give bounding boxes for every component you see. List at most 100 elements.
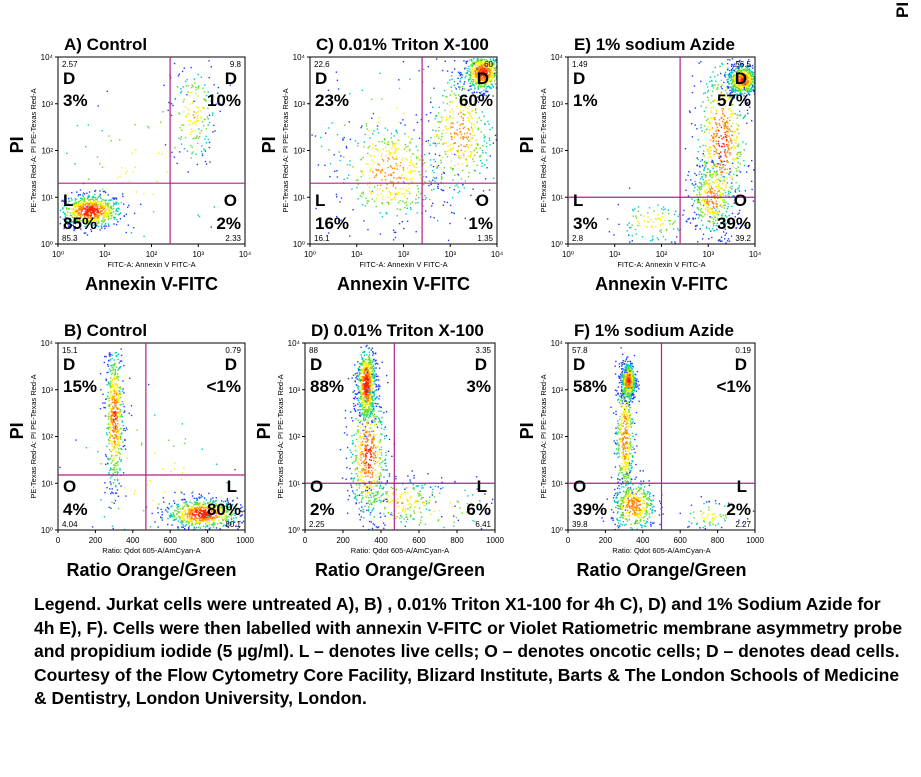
data-point	[467, 128, 469, 130]
data-point	[102, 204, 104, 207]
data-point	[705, 183, 708, 185]
data-point	[115, 492, 118, 495]
data-point	[704, 144, 707, 147]
data-point	[635, 233, 638, 235]
data-point	[205, 95, 208, 97]
data-point	[415, 166, 418, 169]
data-point	[732, 90, 734, 93]
data-point	[233, 506, 236, 508]
data-point	[78, 214, 80, 216]
data-point	[712, 176, 715, 178]
data-point	[613, 234, 615, 236]
data-point	[105, 204, 107, 206]
data-point	[671, 223, 674, 225]
data-point	[440, 116, 443, 118]
data-point	[381, 179, 383, 181]
data-point	[370, 192, 372, 194]
data-point	[743, 86, 746, 89]
data-point	[89, 223, 91, 225]
data-point	[199, 517, 202, 519]
data-point	[727, 238, 730, 240]
data-point	[739, 66, 741, 68]
data-point	[463, 156, 465, 159]
data-point	[118, 456, 121, 459]
data-point	[195, 88, 197, 91]
data-point	[750, 78, 753, 80]
data-point	[733, 75, 735, 78]
data-point	[721, 117, 723, 120]
data-point	[406, 167, 409, 169]
data-point	[96, 209, 99, 211]
data-point	[336, 79, 339, 82]
data-point	[410, 169, 412, 172]
data-point	[191, 522, 193, 525]
data-point	[360, 126, 362, 129]
data-point	[106, 215, 109, 218]
data-point	[410, 159, 412, 162]
data-point	[474, 61, 476, 63]
data-point	[177, 503, 180, 506]
data-point	[200, 508, 202, 510]
data-point	[192, 506, 194, 508]
data-point	[697, 208, 700, 211]
data-point	[476, 72, 479, 74]
data-point	[626, 224, 629, 226]
data-point	[646, 226, 648, 228]
data-point	[102, 214, 104, 217]
data-point	[215, 515, 218, 517]
x-axis-label: Annexin V-FITC	[85, 274, 218, 294]
data-point	[182, 524, 184, 526]
data-point	[377, 149, 379, 152]
data-point	[722, 201, 725, 203]
data-point	[458, 72, 461, 75]
data-point	[728, 220, 731, 222]
data-point	[113, 466, 115, 469]
data-point	[113, 440, 115, 443]
data-point	[438, 154, 441, 157]
data-point	[445, 142, 448, 144]
data-point	[370, 193, 373, 195]
data-point	[407, 136, 410, 138]
data-point	[472, 188, 474, 190]
data-point	[465, 149, 467, 152]
data-point	[706, 91, 709, 93]
data-point	[76, 222, 78, 224]
data-point	[80, 220, 82, 222]
data-point	[205, 517, 207, 520]
data-point	[709, 121, 711, 123]
data-point	[427, 120, 430, 122]
data-point	[720, 145, 723, 148]
data-point	[703, 190, 706, 192]
data-point	[732, 79, 734, 81]
data-point	[701, 176, 703, 179]
data-point	[476, 100, 478, 102]
data-point	[472, 73, 475, 75]
data-point	[701, 200, 703, 202]
data-point	[148, 127, 150, 129]
data-point	[643, 220, 646, 222]
data-point	[327, 89, 330, 91]
data-point	[111, 379, 114, 381]
data-point	[411, 201, 414, 203]
data-point	[459, 81, 462, 83]
data-point	[444, 126, 447, 129]
data-point	[196, 521, 198, 523]
data-point	[722, 113, 724, 115]
data-point	[737, 66, 740, 69]
data-point	[698, 201, 700, 203]
data-point	[485, 145, 488, 148]
data-point	[220, 508, 223, 510]
data-point	[413, 166, 415, 168]
data-point	[748, 65, 750, 67]
data-point	[474, 87, 476, 89]
data-point	[180, 521, 183, 523]
data-point	[89, 203, 91, 205]
data-point	[716, 222, 719, 225]
data-point	[201, 505, 203, 507]
data-point	[472, 93, 475, 95]
data-point	[709, 195, 711, 198]
data-point	[745, 98, 748, 101]
data-point	[186, 150, 189, 152]
data-point	[700, 219, 703, 222]
data-point	[382, 148, 384, 150]
